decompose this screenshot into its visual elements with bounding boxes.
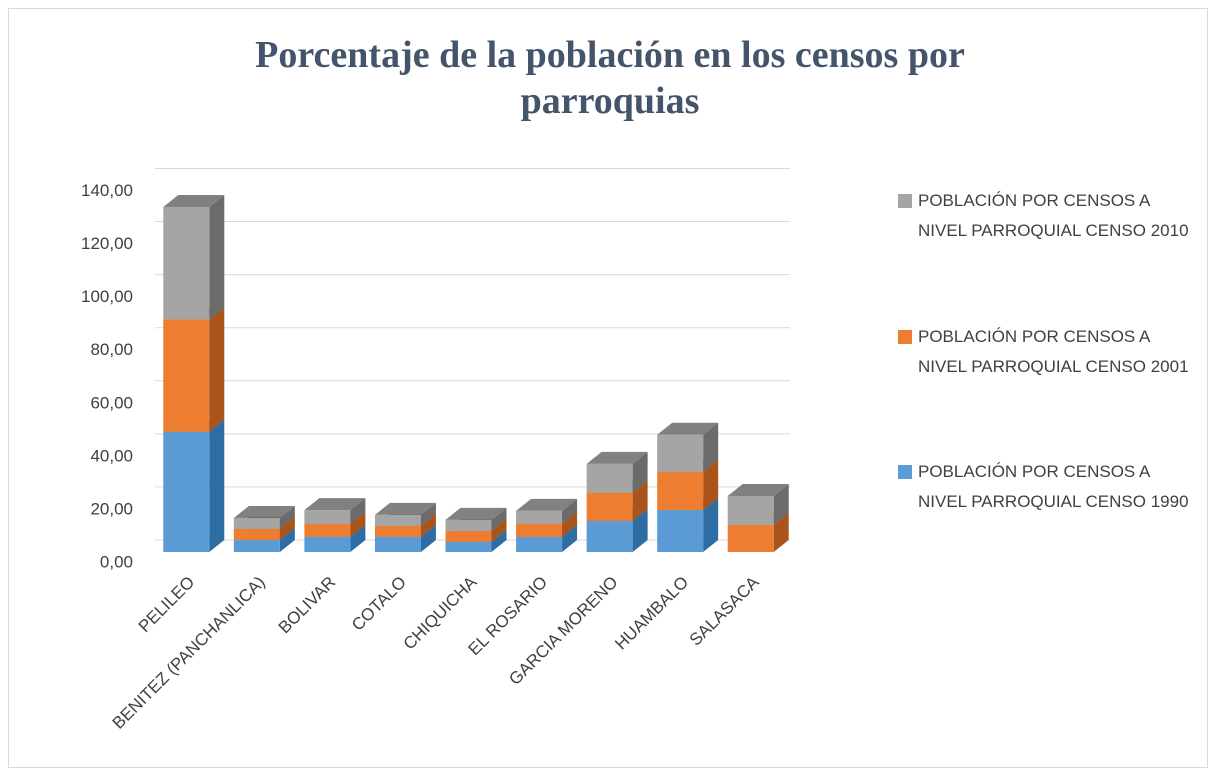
bar-side <box>209 195 225 320</box>
bar <box>657 510 704 552</box>
bar-side <box>562 511 578 537</box>
y-tick-label: 0,00 <box>100 552 133 571</box>
legend-label: POBLACIÓN POR CENSOS A NIVEL PARROQUIAL … <box>918 191 1189 240</box>
bar-side <box>350 524 366 552</box>
bar-side <box>209 419 225 552</box>
bar-side <box>491 529 507 552</box>
bar-side <box>703 459 719 511</box>
bar <box>657 434 704 472</box>
chart-title: Porcentaje de la población en los censos… <box>255 34 965 122</box>
legend-swatch <box>898 465 912 479</box>
bar-top <box>516 498 578 511</box>
bar-side <box>420 502 436 526</box>
bar-top <box>163 195 225 207</box>
bar <box>374 536 421 552</box>
bar-side <box>632 451 648 493</box>
bar-top <box>304 498 366 511</box>
bar <box>304 536 351 552</box>
y-tick-label: 20,00 <box>90 499 133 518</box>
bar <box>445 541 492 552</box>
y-tick-label: 80,00 <box>90 340 133 359</box>
bar-side <box>420 524 436 552</box>
x-tick-label: COTALO <box>348 573 410 635</box>
bar-side <box>279 516 295 541</box>
bar <box>727 524 774 552</box>
bar-side <box>703 422 719 472</box>
bar-top <box>445 507 507 520</box>
bar-top <box>586 451 648 464</box>
bar-top <box>657 422 719 435</box>
chart-frame <box>8 8 1208 768</box>
bar-side <box>562 524 578 552</box>
y-tick-label: 60,00 <box>90 393 133 412</box>
bar <box>374 514 421 526</box>
bar-side <box>350 511 366 537</box>
bar <box>445 519 492 532</box>
x-tick-label: HUAMBALO <box>611 573 692 654</box>
bar-side <box>703 498 719 552</box>
bar <box>516 510 563 524</box>
y-tick-label: 140,00 <box>81 181 133 200</box>
bar-side <box>350 498 366 524</box>
bar <box>516 523 563 537</box>
bar-side <box>491 507 507 532</box>
y-tick-label: 40,00 <box>90 446 133 465</box>
legend-swatch <box>898 194 912 208</box>
bar-side <box>562 498 578 524</box>
bar <box>304 523 351 537</box>
bar-side <box>279 528 295 552</box>
bar <box>233 540 280 552</box>
bar <box>163 431 210 552</box>
bar <box>586 492 633 521</box>
bar-side <box>773 484 789 525</box>
y-tick-label: 120,00 <box>81 234 133 253</box>
y-tick-label: 100,00 <box>81 287 133 306</box>
bar-side <box>209 307 225 432</box>
x-tick-label: BOLIVAR <box>275 573 340 638</box>
bar-side <box>279 506 295 529</box>
legend-item: POBLACIÓN POR CENSOS A NIVEL PARROQUIAL … <box>898 322 1193 382</box>
bar <box>445 531 492 542</box>
bar <box>163 207 210 320</box>
bar <box>233 518 280 529</box>
bar-top <box>233 506 295 519</box>
bar-side <box>420 513 436 537</box>
bar <box>516 536 563 552</box>
x-tick-label: PELILEO <box>135 573 199 637</box>
bar <box>304 510 351 524</box>
bar <box>374 525 421 537</box>
bar <box>586 520 633 552</box>
bar-top <box>374 502 436 515</box>
bar <box>586 463 633 493</box>
x-tick-label: SALASACA <box>686 572 763 649</box>
bar-side <box>632 480 648 521</box>
bar <box>657 471 704 511</box>
bar <box>727 496 774 525</box>
bar-side <box>773 512 789 552</box>
bar-side <box>491 519 507 542</box>
bar-top <box>727 484 789 497</box>
legend-item: POBLACIÓN POR CENSOS A NIVEL PARROQUIAL … <box>898 186 1193 246</box>
bar <box>163 319 210 432</box>
bar-side <box>632 508 648 552</box>
legend-label: POBLACIÓN POR CENSOS A NIVEL PARROQUIAL … <box>918 327 1189 376</box>
legend-item: POBLACIÓN POR CENSOS A NIVEL PARROQUIAL … <box>898 457 1193 517</box>
bar <box>233 528 280 541</box>
x-tick-label: BENITEZ (PANCHANLICA) <box>109 573 269 733</box>
legend-swatch <box>898 330 912 344</box>
legend-label: POBLACIÓN POR CENSOS A NIVEL PARROQUIAL … <box>918 462 1189 511</box>
